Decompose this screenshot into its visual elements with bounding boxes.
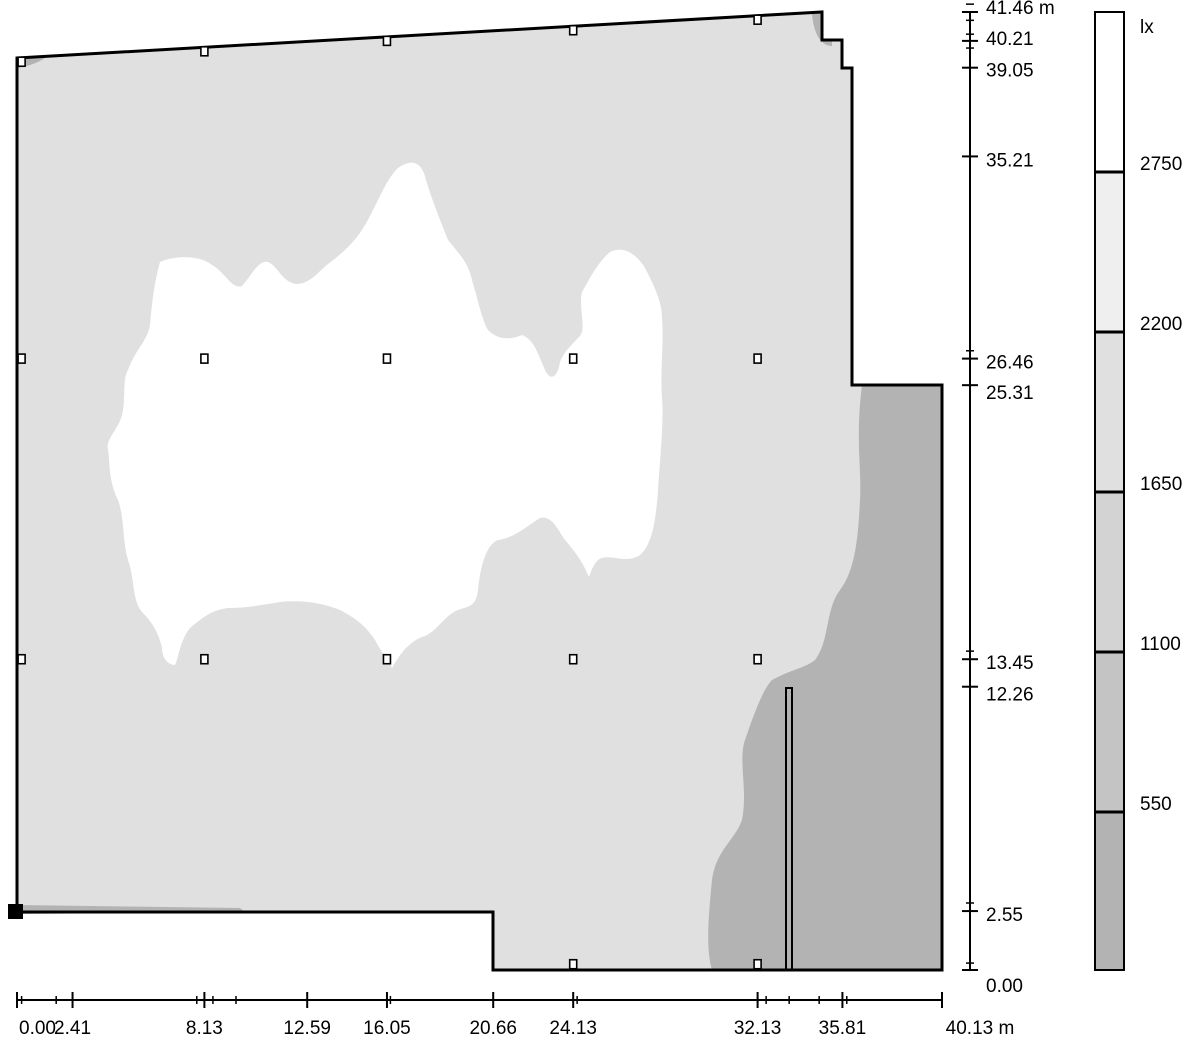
y-tick-label: 0.00: [986, 976, 1023, 997]
luminaire-marker: [17, 56, 26, 68]
legend-band-1650-2200: [1095, 332, 1124, 492]
luminaire-marker: [753, 14, 762, 25]
x-axis: 0.002.41 8.13 12.59 16.05 20.66 24.13 32.13 35.…: [16, 992, 1015, 1039]
luminaire-marker: [753, 958, 762, 970]
x-tick-label: 2.41: [54, 1018, 91, 1039]
legend-unit: lx: [1140, 17, 1154, 38]
y-tick-label: 12.26: [986, 685, 1034, 706]
y-tick-label: 2.55: [986, 905, 1023, 926]
luminaire-marker: [382, 653, 392, 665]
x-tick-label: 24.13: [549, 1018, 597, 1039]
x-tick-label: 12.59: [283, 1018, 331, 1039]
zone-above-2750: [107, 162, 663, 668]
legend: lx 2750 2200 1650 1100 550: [1094, 11, 1182, 971]
x-tick-label: 32.13: [734, 1018, 782, 1039]
luminaire-marker: [568, 958, 578, 970]
x-tick-label: 35.81: [819, 1018, 867, 1039]
y-axis: 41.46 m 40.21 39.05 35.21 26.46 25.31 13.45 12.…: [962, 0, 1055, 997]
luminaire-marker: [200, 353, 209, 364]
legend-band-below-550: [1095, 812, 1124, 970]
luminaire-marker: [17, 353, 26, 364]
y-tick-label: 25.31: [986, 383, 1034, 404]
luminaire-marker: [753, 353, 762, 364]
luminaire-marker: [568, 653, 578, 665]
x-tick-label: 20.66: [469, 1018, 517, 1039]
luminaire-marker: [200, 45, 209, 57]
legend-level-label: 2750: [1140, 154, 1182, 175]
legend-level-label: 2200: [1140, 314, 1182, 335]
luminaire-marker: [753, 653, 762, 665]
y-tick-label: 39.05: [986, 61, 1034, 82]
y-tick-label: 26.46: [986, 353, 1034, 374]
zone-below-550: [708, 385, 942, 970]
legend-band-550-1100: [1095, 652, 1124, 812]
legend-level-label: 1100: [1140, 634, 1181, 655]
origin-marker: [8, 904, 23, 919]
legend-band-above-2750: [1095, 12, 1124, 172]
luminaire-marker: [382, 353, 392, 364]
y-tick-label: 40.21: [986, 29, 1034, 50]
luminaire-marker: [568, 24, 578, 36]
y-tick-label: 13.45: [986, 653, 1034, 674]
luminaire-marker: [17, 653, 26, 665]
floor-outline: [15, 10, 944, 972]
x-tick-label: 0.00: [19, 1018, 56, 1039]
luminaire-marker: [200, 653, 209, 665]
luminaire-marker: [382, 35, 392, 47]
x-tick-label: 8.13: [186, 1018, 223, 1039]
legend-level-label: 550: [1140, 794, 1172, 815]
legend-band-1100-1650: [1095, 492, 1124, 652]
y-tick-label: 41.46 m: [986, 0, 1055, 19]
y-tick-label: 35.21: [986, 150, 1034, 171]
x-tick-label: 16.05: [363, 1018, 411, 1039]
legend-level-label: 1650: [1140, 474, 1182, 495]
luminaire-marker: [568, 353, 578, 364]
luminaire-group: [17, 14, 762, 970]
legend-band-2200-2750: [1095, 172, 1124, 332]
x-tick-label: 40.13 m: [946, 1018, 1015, 1039]
